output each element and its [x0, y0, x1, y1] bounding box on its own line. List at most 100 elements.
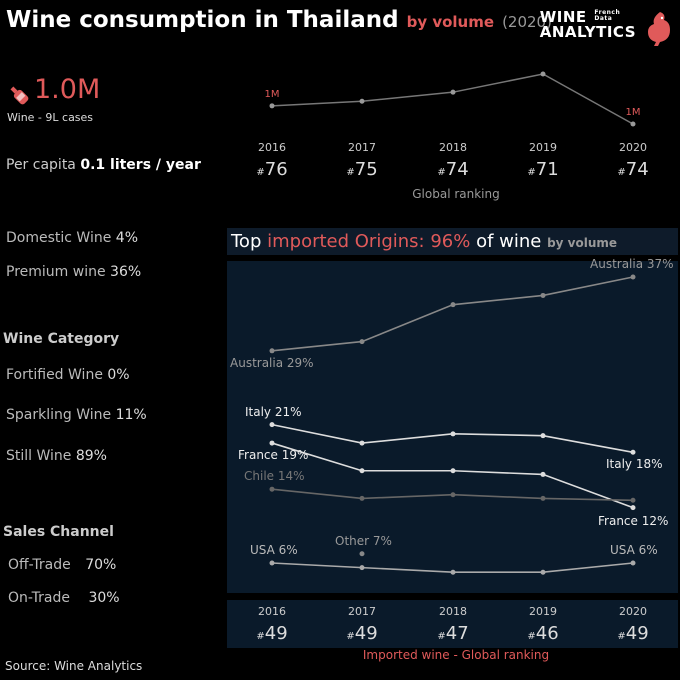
on-trade-label: On-Trade [8, 590, 70, 606]
imported-panel-header [227, 228, 678, 255]
volume-point-2020 [630, 121, 636, 127]
point-france-2018 [450, 468, 456, 474]
point-italy-2017 [359, 440, 365, 446]
imported-title-part1: Top [231, 231, 268, 252]
imported-year-2017: 2017 [348, 605, 376, 618]
imported-year-2019: 2019 [529, 605, 557, 618]
point-chile-2020 [630, 497, 636, 503]
still-label: Still Wine [6, 448, 72, 464]
per-capita-label: Per capita [6, 157, 76, 173]
premium-wine-stat: Premium wine 36% [6, 264, 141, 280]
imported-year-2020: 2020 [619, 605, 647, 618]
imported-ranking-panel [227, 600, 678, 648]
sparkling-value: 11% [115, 407, 147, 423]
title-volume-qualifier: by volume [406, 13, 495, 31]
imported-year-2018: 2018 [439, 605, 467, 618]
global-rank-2018: #74 [437, 159, 469, 180]
rooster-icon [648, 12, 670, 46]
point-usa-2019 [540, 569, 546, 575]
point-australia-2020 [630, 274, 636, 280]
imported-title-part2: of wine [470, 231, 542, 252]
sales-channel-heading: Sales Channel [3, 524, 114, 540]
series-line-france [271, 442, 634, 509]
label-first-australia: Australia 29% [230, 355, 314, 370]
top-year-2020: 2020 [619, 141, 647, 154]
total-volume: 1.0M [34, 74, 101, 105]
wine-bottle-icon [10, 86, 29, 105]
imported-rank-2017: #49 [346, 623, 378, 644]
imported-year-2016: 2016 [258, 605, 286, 618]
point-chile-2016 [269, 486, 275, 492]
point-chile-2019 [540, 495, 546, 501]
premium-label: Premium wine [6, 264, 106, 280]
imported-rank-2016: #49 [256, 623, 288, 644]
label-first-france: France 19% [238, 448, 309, 463]
point-usa-2018 [450, 569, 456, 575]
imported-rank-2020: #49 [617, 623, 649, 644]
point-australia-2016 [269, 348, 275, 354]
volume-point-2018 [450, 89, 456, 95]
imported-origins-panel [227, 261, 678, 593]
series-line-australia [271, 276, 634, 352]
fortified-wine-stat: Fortified Wine 0% [6, 367, 130, 383]
point-italy-2018 [450, 431, 456, 437]
domestic-wine-stat: Domestic Wine 4% [6, 230, 138, 246]
logo-tag1: French [594, 9, 621, 16]
point-france-2020 [630, 505, 636, 511]
volume-point-2016 [269, 103, 275, 109]
wine-category-heading: Wine Category [3, 331, 120, 347]
point-usa-2020 [630, 560, 636, 566]
label-first-italy: Italy 21% [245, 404, 302, 419]
on-trade-stat: On-Trade 30% [8, 590, 120, 606]
page-title: Wine consumption in Thailand by volume (… [6, 7, 552, 33]
point-france-2016 [269, 440, 275, 446]
volume-label-first: 1M [264, 88, 280, 100]
imported-panel-title: Top imported Origins: 96% of wine by vol… [231, 231, 617, 252]
global-rank-2017: #75 [346, 159, 378, 180]
still-value: 89% [75, 448, 107, 464]
point-australia-2017 [359, 339, 365, 345]
label-last-france: France 12% [598, 513, 669, 528]
point-italy-2016 [269, 422, 275, 428]
off-trade-value: 70% [85, 557, 117, 573]
title-text: Wine consumption in Thailand [6, 7, 399, 33]
imported-title-qualifier: by volume [547, 236, 618, 250]
imported-rank-2018: #47 [437, 623, 469, 644]
per-capita-value: 0.1 liters / year [80, 157, 201, 173]
imported-rank-2019: #46 [527, 623, 559, 644]
point-other-2017 [359, 551, 365, 557]
global-rank-2020: #74 [617, 159, 649, 180]
point-france-2019 [540, 471, 546, 477]
premium-value: 36% [110, 264, 142, 280]
logo-tag2: Data [594, 15, 613, 22]
per-capita: Per capita 0.1 liters / year [6, 157, 201, 173]
wine-analytics-logo: WINE French Data ANALYTICS [540, 10, 636, 40]
global-rank-2019: #71 [527, 159, 559, 180]
top-year-2018: 2018 [439, 141, 467, 154]
point-usa-2016 [269, 560, 275, 566]
volume-point-2019 [540, 71, 546, 77]
label-first-usa: USA 6% [250, 543, 298, 557]
title-year: (2020) [502, 13, 552, 31]
top-year-2016: 2016 [258, 141, 286, 154]
off-trade-stat: Off-Trade 70% [8, 557, 116, 573]
off-trade-label: Off-Trade [8, 557, 71, 573]
label-last-usa: USA 6% [610, 543, 658, 557]
label-first-chile: Chile 14% [244, 469, 305, 484]
point-australia-2019 [540, 292, 546, 298]
point-australia-2018 [450, 302, 456, 308]
point-chile-2017 [359, 495, 365, 501]
source-note: Source: Wine Analytics [5, 659, 143, 673]
label-last-italy: Italy 18% [606, 457, 663, 472]
global-rank-2016: #76 [256, 159, 288, 180]
imported-title-accent: imported Origins: 96% [267, 231, 471, 252]
volume-point-2017 [359, 98, 365, 104]
label-first-other: Other 7% [335, 533, 392, 548]
point-france-2017 [359, 468, 365, 474]
domestic-label: Domestic Wine [6, 230, 112, 246]
point-italy-2019 [540, 433, 546, 439]
imported-ranking-label: Imported wine - Global ranking [362, 648, 550, 662]
point-chile-2018 [450, 492, 456, 498]
